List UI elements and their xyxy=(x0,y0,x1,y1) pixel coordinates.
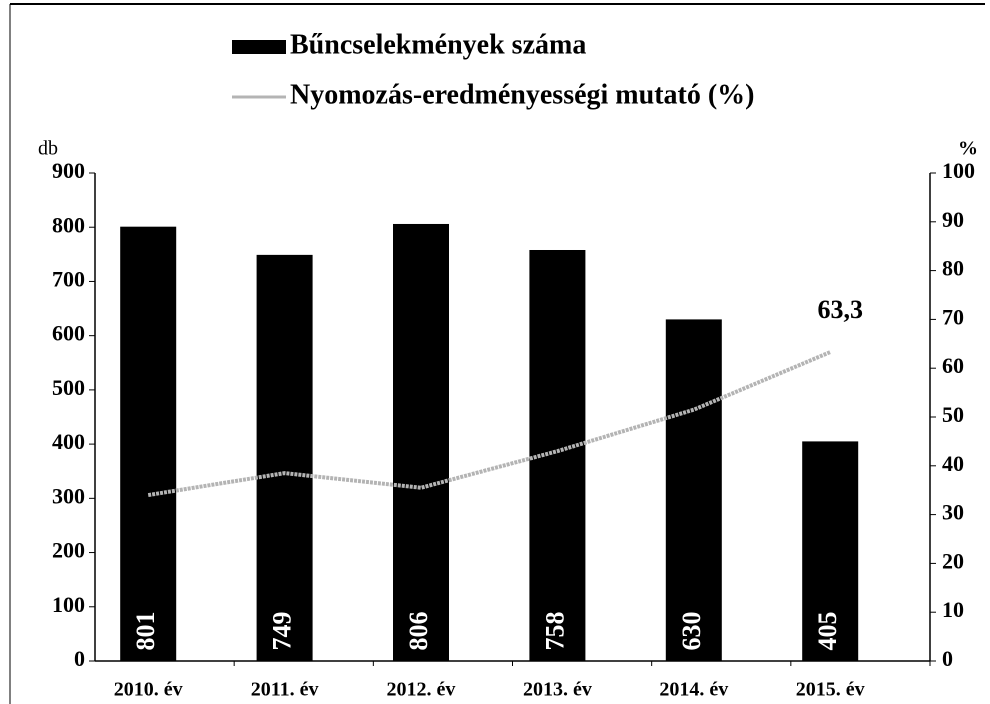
legend-label: Bűncselekmények száma xyxy=(290,29,586,60)
y2-tick-label: 100 xyxy=(942,158,975,183)
line-value-label: 63,3 xyxy=(817,295,863,324)
y-tick-label: 700 xyxy=(52,266,85,291)
y2-tick-label: 0 xyxy=(942,646,953,671)
bar xyxy=(120,226,177,661)
y2-tick-label: 70 xyxy=(942,304,964,329)
bar xyxy=(802,441,859,661)
y2-tick-label: 30 xyxy=(942,500,964,525)
bar xyxy=(665,319,722,661)
y2-tick-label: 80 xyxy=(942,256,964,281)
y2-tick-label: 20 xyxy=(942,548,964,573)
y-tick-label: 500 xyxy=(52,375,85,400)
y-tick-label: 400 xyxy=(52,429,85,454)
x-tick-label: 2014. év xyxy=(659,679,728,701)
bar xyxy=(393,223,449,662)
x-tick-label: 2010. év xyxy=(114,679,183,701)
y-tick-label: 0 xyxy=(74,646,85,671)
y-tick-label: 100 xyxy=(52,592,85,617)
y-tick-label: 300 xyxy=(52,483,85,508)
y2-tick-label: 40 xyxy=(942,451,964,476)
bar-value-label: 405 xyxy=(813,612,842,651)
bar-value-label: 758 xyxy=(540,612,569,651)
y2-tick-label: 90 xyxy=(942,207,964,232)
y-tick-label: 200 xyxy=(52,538,85,563)
y2-tick-label: 50 xyxy=(942,402,964,427)
y-tick-label: 600 xyxy=(52,321,85,346)
bar xyxy=(256,254,313,661)
y2-axis-label: % xyxy=(958,138,978,160)
legend-label: Nyomozás-eredményességi mutató (%) xyxy=(290,79,755,110)
line xyxy=(147,350,831,498)
y-axis-label: db xyxy=(38,138,58,160)
bar-value-label: 801 xyxy=(131,612,160,651)
x-tick-label: 2015. év xyxy=(796,679,865,701)
x-tick-label: 2013. év xyxy=(523,679,592,701)
bar-value-label: 749 xyxy=(268,612,297,651)
legend-swatch xyxy=(232,40,286,54)
y2-tick-label: 10 xyxy=(942,597,964,622)
y2-tick-label: 60 xyxy=(942,353,964,378)
bar-value-label: 806 xyxy=(404,612,433,651)
bar-value-label: 630 xyxy=(677,612,706,651)
y-tick-label: 900 xyxy=(52,158,85,183)
y-tick-label: 800 xyxy=(52,212,85,237)
x-tick-label: 2011. év xyxy=(251,679,319,701)
x-tick-label: 2012. év xyxy=(387,679,456,701)
